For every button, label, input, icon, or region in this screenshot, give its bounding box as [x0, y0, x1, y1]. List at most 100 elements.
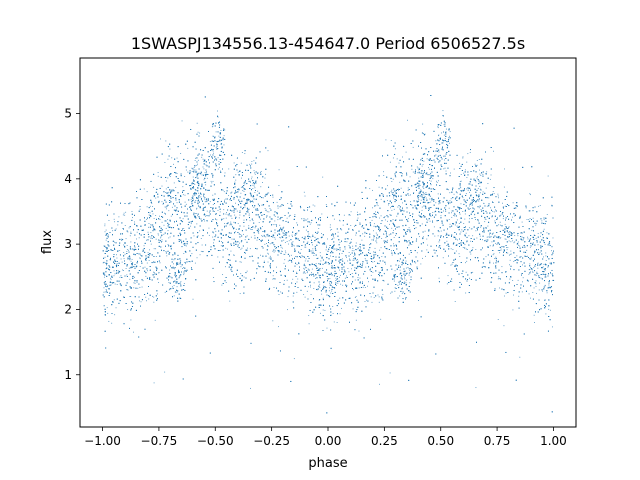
data-point: [329, 305, 331, 307]
data-point: [295, 256, 297, 257]
data-point: [208, 211, 210, 213]
data-point: [105, 268, 107, 270]
data-point: [456, 219, 458, 221]
data-point: [386, 235, 387, 237]
data-point: [357, 277, 359, 278]
data-point: [464, 213, 466, 215]
data-point: [206, 210, 208, 212]
data-point: [196, 235, 198, 237]
data-point: [218, 161, 220, 162]
data-point: [532, 291, 534, 293]
data-point: [546, 232, 548, 234]
data-point: [215, 147, 217, 149]
data-point: [204, 172, 206, 174]
data-point: [195, 200, 197, 201]
data-point: [354, 258, 356, 260]
data-point: [244, 153, 246, 155]
data-point: [422, 164, 424, 165]
data-point: [343, 269, 345, 271]
data-point: [260, 228, 262, 230]
data-point: [225, 282, 227, 283]
data-point: [237, 246, 239, 247]
data-point: [286, 279, 288, 281]
data-point: [103, 245, 105, 247]
data-point: [221, 142, 223, 144]
data-point: [475, 181, 477, 183]
data-point: [490, 194, 492, 196]
data-point: [446, 245, 448, 246]
data-point: [296, 271, 298, 273]
data-point: [427, 174, 429, 176]
data-point: [349, 214, 351, 216]
data-point: [156, 293, 158, 295]
data-point: [273, 278, 275, 279]
data-point: [421, 223, 423, 225]
data-point: [176, 262, 178, 264]
data-point: [464, 169, 466, 171]
data-point: [485, 187, 487, 189]
data-point: [544, 275, 546, 277]
data-point: [328, 287, 330, 289]
data-point: [303, 294, 305, 295]
data-point: [432, 178, 434, 180]
data-point: [311, 274, 312, 276]
data-point: [376, 242, 378, 244]
data-point: [330, 255, 331, 257]
data-point: [395, 276, 397, 278]
data-point: [348, 271, 350, 273]
data-point: [235, 179, 237, 181]
data-point: [325, 249, 327, 251]
data-point: [321, 267, 323, 269]
data-point: [304, 260, 306, 262]
data-point: [283, 253, 285, 255]
data-point: [549, 309, 551, 311]
data-point: [430, 201, 432, 203]
data-point: [344, 248, 346, 250]
data-point: [279, 229, 280, 230]
data-point: [468, 227, 470, 229]
data-point: [203, 209, 205, 211]
data-point: [453, 193, 455, 195]
data-point: [287, 203, 289, 204]
data-point: [261, 226, 263, 227]
data-point: [534, 322, 535, 323]
data-point: [462, 157, 464, 159]
data-point: [165, 266, 167, 268]
data-point: [520, 256, 522, 257]
data-point: [390, 250, 392, 252]
data-point: [393, 197, 395, 199]
data-point: [113, 261, 115, 263]
data-point: [430, 184, 432, 186]
data-point: [228, 213, 230, 215]
data-point: [446, 232, 448, 234]
data-point: [193, 214, 194, 216]
data-point: [544, 276, 546, 278]
data-point: [462, 247, 464, 248]
data-point: [125, 211, 127, 213]
data-point: [146, 300, 147, 302]
data-point: [278, 250, 280, 252]
data-point: [355, 242, 357, 244]
data-point: [206, 220, 208, 222]
data-point: [534, 252, 536, 254]
data-point: [284, 242, 286, 244]
data-point: [321, 213, 323, 215]
data-point: [336, 279, 337, 281]
data-point: [174, 268, 176, 270]
data-point: [150, 232, 152, 234]
data-point: [150, 224, 152, 226]
data-point: [547, 266, 549, 268]
data-point: [230, 221, 232, 223]
data-point: [283, 262, 285, 264]
data-point: [193, 235, 195, 237]
data-point: [139, 286, 141, 288]
data-point: [308, 323, 310, 325]
data-point: [157, 172, 159, 173]
data-point: [268, 257, 270, 259]
data-point: [201, 193, 202, 195]
data-point: [149, 253, 151, 255]
data-point: [438, 151, 440, 153]
data-point: [428, 193, 430, 195]
data-point: [422, 257, 423, 259]
data-point: [331, 267, 332, 268]
